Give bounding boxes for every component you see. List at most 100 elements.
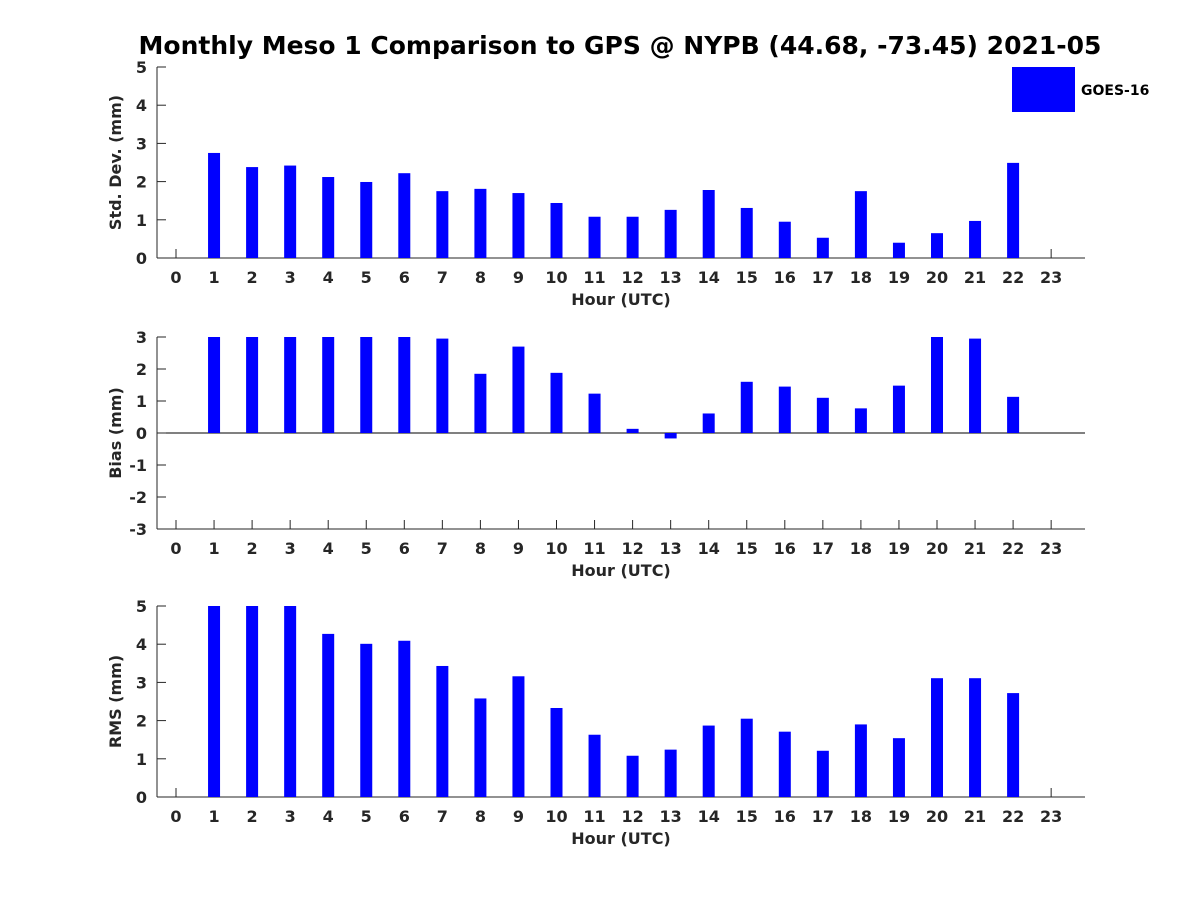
bar-hour-1 xyxy=(208,152,221,258)
y-tick-label: 3 xyxy=(136,328,147,347)
bar-hour-4 xyxy=(322,337,335,433)
x-tick-label: 12 xyxy=(621,807,643,826)
x-tick-label: 2 xyxy=(247,268,258,287)
x-tick-label: 1 xyxy=(208,539,219,558)
bar-hour-16 xyxy=(778,731,791,797)
y-tick-label: 2 xyxy=(136,712,147,731)
x-tick-label: 1 xyxy=(208,268,219,287)
x-tick-label: 14 xyxy=(698,268,720,287)
x-tick-label: 6 xyxy=(399,807,410,826)
x-tick-label: 10 xyxy=(545,539,567,558)
y-tick-label: 2 xyxy=(136,173,147,192)
bar-hour-4 xyxy=(322,633,335,797)
bar-hour-19 xyxy=(892,738,905,797)
x-axis-label: Hour (UTC) xyxy=(571,290,671,309)
bar-hour-6 xyxy=(398,337,411,433)
x-tick-label: 0 xyxy=(170,539,181,558)
bar-hour-18 xyxy=(854,724,867,797)
bar-hour-13 xyxy=(664,433,677,439)
bar-hour-3 xyxy=(284,165,297,258)
y-tick-label: 2 xyxy=(136,360,147,379)
legend-swatch-goes-16 xyxy=(1012,67,1075,112)
x-tick-label: 19 xyxy=(888,807,910,826)
x-tick-label: 1 xyxy=(208,807,219,826)
bar-hour-9 xyxy=(512,676,525,797)
y-tick-label: -1 xyxy=(129,456,147,475)
x-tick-label: 20 xyxy=(926,268,948,287)
x-tick-label: 17 xyxy=(812,539,834,558)
bar-hour-10 xyxy=(550,372,563,433)
x-tick-label: 9 xyxy=(513,539,524,558)
x-tick-label: 11 xyxy=(583,807,605,826)
bar-hour-15 xyxy=(740,381,753,433)
bar-hour-12 xyxy=(626,428,639,433)
bar-hour-3 xyxy=(284,606,297,797)
x-tick-label: 19 xyxy=(888,539,910,558)
bar-hour-17 xyxy=(816,750,829,797)
bar-hour-12 xyxy=(626,755,639,797)
y-tick-label: 0 xyxy=(136,788,147,807)
x-tick-label: 7 xyxy=(437,539,448,558)
x-tick-label: 15 xyxy=(736,268,758,287)
x-tick-label: 16 xyxy=(774,807,796,826)
y-tick-label: 0 xyxy=(136,424,147,443)
bar-hour-15 xyxy=(740,718,753,797)
bar-hour-17 xyxy=(816,397,829,433)
y-tick-label: 4 xyxy=(136,96,147,115)
x-tick-label: 14 xyxy=(698,807,720,826)
x-tick-label: 22 xyxy=(1002,268,1024,287)
x-tick-label: 8 xyxy=(475,807,486,826)
x-tick-label: 5 xyxy=(361,539,372,558)
bar-hour-16 xyxy=(778,221,791,258)
x-tick-label: 7 xyxy=(437,807,448,826)
x-tick-label: 18 xyxy=(850,807,872,826)
x-tick-label: 23 xyxy=(1040,807,1062,826)
bar-hour-5 xyxy=(360,337,373,433)
bar-hour-7 xyxy=(436,338,449,433)
y-tick-label: 0 xyxy=(136,249,147,268)
bar-hour-20 xyxy=(931,233,943,258)
bar-hour-7 xyxy=(436,665,449,797)
x-tick-label: 3 xyxy=(285,539,296,558)
bar-hour-14 xyxy=(702,190,715,258)
bar-hour-22 xyxy=(1007,693,1020,797)
y-tick-label: 3 xyxy=(136,134,147,153)
bar-hour-8 xyxy=(474,373,487,433)
bar-hour-4 xyxy=(322,177,335,258)
bar-hour-11 xyxy=(588,734,601,797)
bar-hour-19 xyxy=(892,242,905,258)
bar-hour-6 xyxy=(398,173,411,258)
y-tick-label: 1 xyxy=(136,750,147,769)
bar-hour-1 xyxy=(208,606,221,797)
bar-hour-18 xyxy=(854,191,867,258)
x-tick-label: 14 xyxy=(698,539,720,558)
bar-hour-6 xyxy=(398,640,411,797)
x-tick-label: 21 xyxy=(964,539,986,558)
bar-hour-8 xyxy=(474,188,487,258)
x-tick-label: 12 xyxy=(621,268,643,287)
bar-hour-9 xyxy=(512,193,525,258)
bar-hour-5 xyxy=(360,643,373,797)
x-axis-label: Hour (UTC) xyxy=(571,829,671,848)
x-tick-label: 12 xyxy=(621,539,643,558)
bar-hour-16 xyxy=(778,386,791,433)
x-tick-label: 13 xyxy=(660,268,682,287)
x-tick-label: 5 xyxy=(361,268,372,287)
x-axis-label: Hour (UTC) xyxy=(571,561,671,580)
y-tick-label: 1 xyxy=(136,211,147,230)
x-tick-label: 4 xyxy=(323,807,334,826)
x-tick-label: 16 xyxy=(774,539,796,558)
x-tick-label: 17 xyxy=(812,268,834,287)
x-tick-label: 17 xyxy=(812,807,834,826)
bar-hour-13 xyxy=(664,749,677,797)
bar-hour-21 xyxy=(969,678,982,797)
bar-hour-17 xyxy=(816,237,829,258)
x-tick-label: 10 xyxy=(545,807,567,826)
bar-hour-1 xyxy=(208,337,221,433)
x-tick-label: 23 xyxy=(1040,539,1062,558)
x-tick-label: 21 xyxy=(964,807,986,826)
x-tick-label: 9 xyxy=(513,807,524,826)
y-axis-label: RMS (mm) xyxy=(106,655,125,748)
x-tick-label: 6 xyxy=(399,539,410,558)
